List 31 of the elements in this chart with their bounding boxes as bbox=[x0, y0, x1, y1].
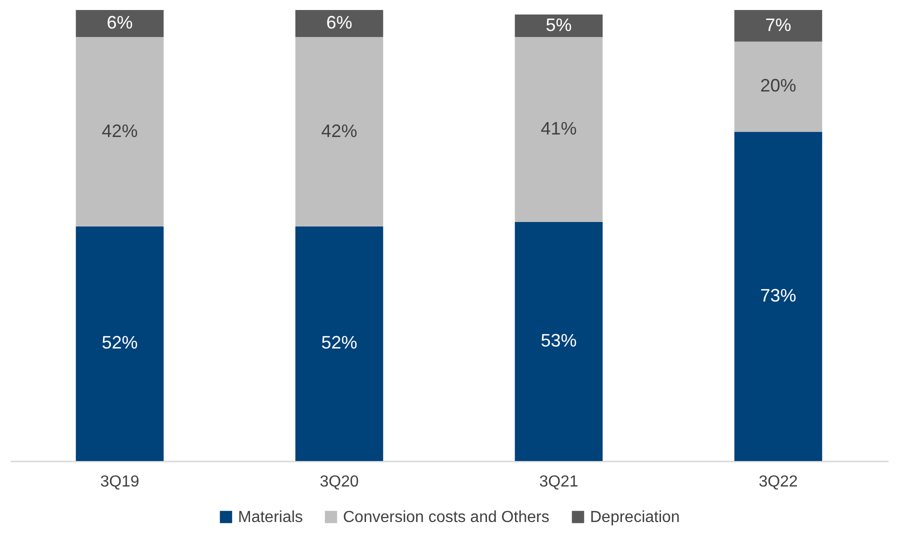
bar bbox=[734, 42, 822, 132]
data-label: 20% bbox=[760, 76, 796, 96]
x-tick-label: 3Q20 bbox=[320, 474, 359, 490]
legend-label: Depreciation bbox=[590, 509, 680, 526]
data-label: 53% bbox=[540, 330, 577, 350]
x-tick-label: 3Q21 bbox=[539, 474, 578, 490]
bar bbox=[76, 10, 164, 38]
data-label: 6% bbox=[326, 12, 352, 33]
bar bbox=[734, 132, 822, 461]
legend-label: Materials bbox=[238, 509, 303, 526]
data-label: 6% bbox=[106, 12, 133, 33]
data-label: 73% bbox=[760, 285, 796, 306]
bar bbox=[514, 222, 603, 461]
bar bbox=[76, 226, 164, 461]
data-label: 52% bbox=[102, 332, 138, 353]
bar bbox=[734, 10, 822, 42]
data-label: 41% bbox=[540, 118, 577, 139]
bar bbox=[514, 14, 603, 38]
bar bbox=[514, 37, 603, 222]
legend-label: Conversion costs and Others bbox=[343, 509, 550, 526]
x-tick-label: 3Q22 bbox=[758, 474, 798, 490]
data-label: 7% bbox=[765, 14, 792, 35]
bar bbox=[295, 37, 384, 226]
bar bbox=[295, 10, 384, 38]
bar bbox=[76, 37, 164, 226]
data-label: 42% bbox=[321, 120, 358, 141]
x-tick-label: 3Q19 bbox=[100, 474, 140, 490]
data-label: 42% bbox=[102, 120, 138, 141]
data-label: 52% bbox=[321, 332, 358, 353]
bar bbox=[295, 226, 384, 461]
data-label: 5% bbox=[546, 14, 572, 35]
